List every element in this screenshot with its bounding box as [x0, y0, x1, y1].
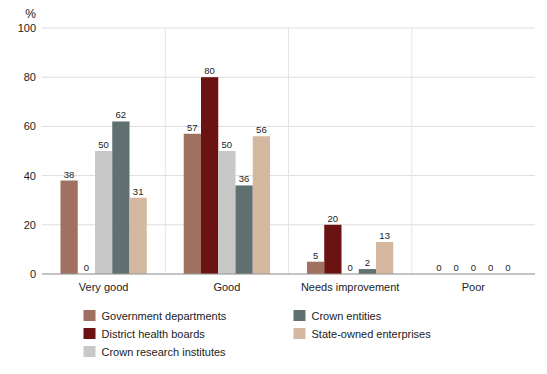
data-label: 0	[453, 262, 458, 273]
data-label: 0	[471, 262, 476, 273]
data-labels: 3857500802005050006236203156130	[64, 65, 511, 273]
bar	[376, 242, 393, 274]
group-divider	[288, 28, 289, 274]
bar	[201, 77, 218, 274]
y-tick-label: 80	[24, 71, 36, 83]
group-divider	[165, 28, 166, 274]
y-tick-label: 0	[30, 268, 36, 280]
data-label: 31	[133, 186, 144, 197]
data-label: 50	[98, 139, 109, 150]
data-label: 2	[365, 257, 370, 268]
legend: Government departments District health bo…	[84, 310, 432, 358]
bar	[307, 262, 324, 274]
bar	[184, 134, 201, 274]
grid	[42, 28, 535, 274]
bar	[95, 151, 112, 274]
legend-label: District health boards	[102, 328, 206, 340]
data-label: 5	[313, 250, 318, 261]
chart-container: 020406080100%385750080200505000623620315…	[0, 0, 547, 374]
chart: 020406080100%385750080200505000623620315…	[0, 0, 547, 374]
data-label: 50	[222, 139, 233, 150]
legend-label: State-owned enterprises	[312, 328, 432, 340]
bar	[253, 136, 270, 274]
y-tick-label: 20	[24, 219, 36, 231]
grid-line	[42, 274, 535, 275]
bar	[218, 151, 235, 274]
data-label: 13	[379, 230, 390, 241]
y-tick-label: 60	[24, 120, 36, 132]
y-tick-label: 100	[18, 22, 36, 34]
data-label: 0	[347, 262, 352, 273]
data-label: 57	[187, 122, 198, 133]
group-divider	[411, 28, 412, 274]
x-tick-label: Poor	[462, 281, 486, 293]
bar	[112, 121, 129, 274]
data-label: 0	[436, 262, 441, 273]
data-label: 20	[328, 213, 339, 224]
x-tick-label: Very good	[79, 281, 129, 293]
y-tick-label: 40	[24, 170, 36, 182]
legend-label: Government departments	[102, 310, 227, 322]
legend-swatch	[84, 310, 96, 321]
bar	[60, 181, 77, 274]
bar	[130, 198, 147, 274]
data-label: 36	[239, 173, 250, 184]
legend-swatch	[294, 328, 306, 339]
data-label: 62	[116, 109, 127, 120]
legend-swatch	[84, 346, 96, 357]
x-tick-label: Needs improvement	[301, 281, 399, 293]
data-label: 0	[84, 262, 89, 273]
legend-label: Crown research institutes	[102, 346, 227, 358]
legend-swatch	[294, 310, 306, 321]
data-label: 80	[204, 65, 215, 76]
x-tick-label: Good	[213, 281, 240, 293]
data-label: 38	[64, 169, 75, 180]
bar	[324, 225, 341, 274]
x-axis-line	[42, 274, 535, 275]
data-label: 0	[505, 262, 510, 273]
bar	[359, 269, 376, 274]
legend-swatch	[84, 328, 96, 339]
data-label: 56	[256, 124, 267, 135]
bars	[60, 77, 393, 274]
data-label: 0	[488, 262, 493, 273]
bar	[236, 185, 253, 274]
y-axis-label: %	[25, 7, 36, 21]
legend-label: Crown entities	[312, 310, 382, 322]
